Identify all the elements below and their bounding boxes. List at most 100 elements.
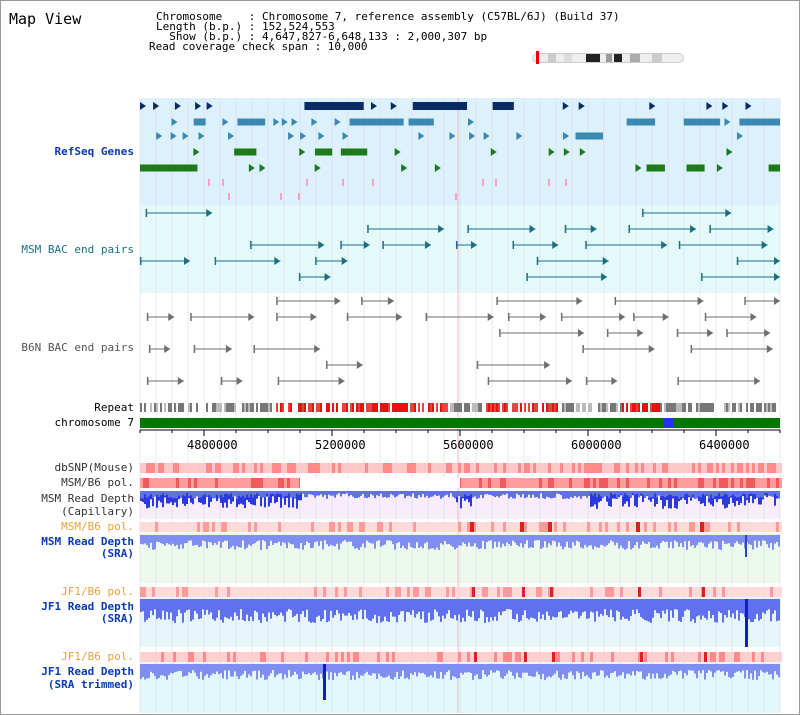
repeat-bar bbox=[290, 403, 292, 412]
heat-cell bbox=[212, 522, 215, 532]
heat-cell bbox=[260, 522, 263, 532]
track-label-jf1-depth-trim[interactable]: JF1 Read Depth bbox=[41, 665, 134, 678]
depth-bar bbox=[560, 491, 562, 496]
heat-cell bbox=[629, 522, 632, 532]
depth-bar bbox=[170, 599, 172, 613]
repeat-bar bbox=[616, 403, 618, 412]
heat-cell bbox=[476, 652, 479, 662]
depth-bar bbox=[224, 664, 226, 671]
depth-bar bbox=[576, 664, 578, 672]
track-label-jf1-b6-pol-b[interactable]: JF1/B6 pol. bbox=[61, 650, 134, 663]
depth-bar bbox=[360, 535, 362, 548]
track-label-chromosome[interactable]: chromosome 7 bbox=[54, 416, 134, 429]
depth-bar bbox=[688, 535, 690, 542]
depth-bar bbox=[716, 599, 718, 623]
depth-bar bbox=[296, 599, 298, 614]
heat-cell bbox=[218, 522, 221, 532]
heat-cell bbox=[320, 652, 323, 662]
depth-bar bbox=[750, 599, 752, 622]
repeat-bar bbox=[490, 403, 492, 412]
repeat-bar bbox=[312, 403, 314, 412]
heat-cell bbox=[404, 522, 407, 532]
bac-end bbox=[539, 313, 546, 321]
heat-cell bbox=[323, 522, 326, 532]
depth-bar bbox=[724, 491, 726, 494]
gene-arrow bbox=[490, 148, 497, 156]
depth-bar bbox=[608, 491, 610, 506]
heat-cell bbox=[620, 522, 623, 532]
depth-bar bbox=[214, 491, 216, 499]
heat-cell bbox=[767, 478, 770, 488]
position-marker-icon bbox=[536, 51, 539, 64]
track-label-msm-bac[interactable]: MSM BAC end pairs bbox=[21, 243, 134, 256]
depth-bar bbox=[246, 491, 248, 495]
track-label-msm-b6-pol-a[interactable]: MSM/B6 pol. bbox=[61, 476, 134, 489]
repeat-bar bbox=[504, 403, 506, 412]
depth-bar bbox=[408, 599, 410, 613]
depth-bar bbox=[624, 535, 626, 550]
depth-bar bbox=[772, 535, 774, 550]
depth-bar bbox=[470, 664, 472, 674]
depth-bar bbox=[596, 491, 598, 498]
bac-end bbox=[387, 297, 394, 305]
track-label-jf1-b6-pol-a[interactable]: JF1/B6 pol. bbox=[61, 585, 134, 598]
track-label-jf1-depth-sra[interactable]: JF1 Read Depth bbox=[41, 600, 134, 613]
depth-bar bbox=[702, 664, 704, 671]
heat-cell bbox=[353, 463, 356, 473]
heat-cell bbox=[401, 587, 404, 597]
depth-bar bbox=[214, 535, 216, 543]
track-label-b6n-bac[interactable]: B6N BAC end pairs bbox=[21, 341, 134, 354]
heat-cell bbox=[215, 587, 218, 597]
heat-cell bbox=[587, 478, 590, 488]
track-label-refseq[interactable]: RefSeq Genes bbox=[54, 145, 134, 158]
heat-cell bbox=[626, 587, 629, 597]
repeat-bar bbox=[226, 403, 228, 412]
heat-cell bbox=[386, 522, 389, 532]
heat-cell bbox=[533, 463, 536, 473]
repeat-bar bbox=[638, 403, 640, 412]
depth-bar bbox=[658, 664, 660, 679]
depth-bar bbox=[412, 535, 414, 548]
repeat-bar bbox=[752, 403, 754, 412]
repeat-bar bbox=[214, 403, 216, 412]
depth-bar bbox=[346, 599, 348, 616]
track-label-dbsnp[interactable]: dbSNP(Mouse) bbox=[54, 461, 134, 474]
heat-cell bbox=[776, 478, 779, 488]
depth-bar bbox=[642, 664, 644, 679]
repeat-bar bbox=[564, 403, 566, 412]
depth-bar bbox=[466, 599, 468, 610]
heat-cell bbox=[254, 587, 257, 597]
heat-cell bbox=[698, 463, 701, 473]
depth-bar bbox=[166, 599, 168, 612]
heat-cell bbox=[275, 587, 278, 597]
depth-bar bbox=[470, 491, 472, 495]
repeat-bar bbox=[740, 403, 742, 412]
depth-bar bbox=[758, 535, 760, 541]
bac-end bbox=[697, 297, 704, 305]
depth-bar bbox=[248, 599, 250, 622]
depth-bar bbox=[448, 491, 450, 498]
depth-bar bbox=[596, 491, 598, 509]
heat-cell bbox=[560, 463, 563, 473]
heat-cell bbox=[722, 652, 725, 662]
repeat-bar bbox=[550, 403, 552, 412]
depth-bar bbox=[672, 664, 674, 671]
depth-bar bbox=[280, 664, 282, 674]
track-label-repeat[interactable]: Repeat bbox=[94, 401, 134, 414]
depth-bar bbox=[392, 599, 394, 617]
depth-bar bbox=[764, 599, 766, 614]
depth-bar bbox=[468, 535, 470, 543]
heat-cell bbox=[368, 587, 371, 597]
track-label-msm-depth-sra[interactable]: MSM Read Depth bbox=[41, 535, 134, 548]
depth-bar bbox=[630, 535, 632, 550]
repeat-bar bbox=[536, 403, 538, 412]
track-label-msm-depth-cap[interactable]: MSM Read Depth bbox=[41, 492, 134, 505]
chromosome-ideogram[interactable] bbox=[530, 51, 685, 64]
depth-bar bbox=[726, 491, 728, 508]
track-label-msm-b6-pol-b[interactable]: MSM/B6 pol. bbox=[61, 520, 134, 533]
depth-bar bbox=[692, 491, 694, 495]
heat-cell bbox=[668, 587, 671, 597]
depth-bar bbox=[436, 664, 438, 679]
depth-bar bbox=[280, 491, 282, 494]
